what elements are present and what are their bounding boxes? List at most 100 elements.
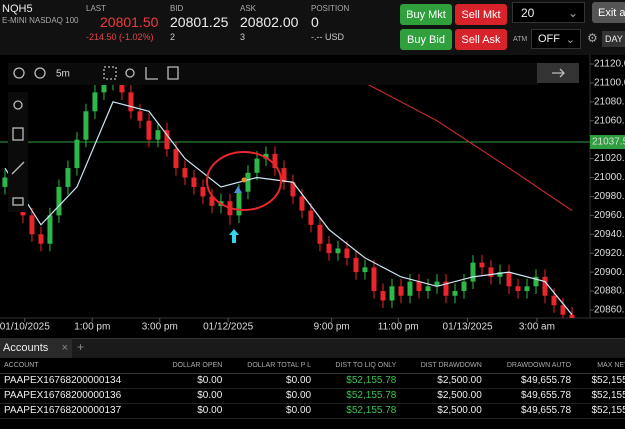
candle-body — [533, 276, 539, 287]
candle-body — [164, 130, 170, 150]
cell: $52,155.78 — [315, 373, 401, 389]
candle-body — [146, 120, 152, 140]
cell: $52,155.78 — [315, 388, 401, 404]
panel-header — [0, 338, 625, 358]
column-header: DIST DRAWDOWN — [400, 358, 486, 374]
column-header: ACCOUNT — [0, 358, 155, 374]
x-tick-label: 11:00 pm — [378, 322, 419, 333]
candle-body — [353, 257, 359, 273]
candle-body — [362, 267, 368, 273]
candle-body — [281, 168, 287, 183]
column-header: DRAWDOWN AUTO — [485, 358, 576, 374]
account-row[interactable]: PAAPEX16768200000137 $0.00 $0.00 $52,155.78… — [0, 403, 625, 419]
x-tick-label: 9:00 pm — [314, 322, 350, 333]
candle-body — [560, 305, 566, 315]
change: -214.50 (-1.02%) — [86, 32, 154, 42]
candle-body — [155, 130, 161, 140]
quantity[interactable]: 20 ⌄ — [512, 2, 585, 23]
y-tick-label: 21120.00 — [594, 59, 625, 70]
description: E-MINI NASDAQ 100 — [2, 16, 79, 25]
column-header: DOLLAR TOTAL P L — [226, 358, 316, 374]
candle-body — [137, 111, 143, 121]
position-value: -.-- USD — [311, 32, 344, 42]
cell: $52,155.7 — [575, 388, 625, 404]
atm-label: ATM — [513, 36, 528, 43]
price-label: 21037.50 — [592, 137, 625, 148]
candle-body — [254, 158, 260, 173]
cell: $2,500.00 — [400, 403, 486, 419]
interval[interactable]: 5m — [56, 69, 70, 80]
marker — [234, 186, 242, 193]
candle-body — [299, 196, 305, 211]
account-row[interactable]: PAAPEX16768200000134 $0.00 $0.00 $52,155.78… — [0, 373, 625, 389]
cell: $49,655.78 — [485, 373, 576, 389]
candle-body — [236, 191, 242, 216]
atm[interactable]: OFF ⌄ — [531, 29, 581, 49]
candle-body — [182, 168, 188, 178]
candle-body — [461, 281, 467, 292]
candle-body — [470, 262, 476, 282]
tab-label: Accounts — [3, 342, 49, 354]
cell: $2,500.00 — [400, 373, 486, 389]
account-row[interactable]: PAAPEX16768200000136 $0.00 $0.00 $52,155.78… — [0, 388, 625, 404]
candle-body — [191, 177, 197, 187]
candle-body — [434, 281, 440, 287]
add-tab[interactable]: + — [77, 340, 85, 354]
exit[interactable]: Exit a — [592, 2, 625, 23]
moving-average — [4, 101, 573, 316]
column-header: DOLLAR OPEN — [154, 358, 227, 374]
y-tick-label: 21060.00 — [594, 115, 625, 126]
candle-body — [326, 243, 332, 254]
symbol[interactable]: NQH5 — [2, 3, 33, 15]
candle-body — [56, 186, 62, 216]
drawing-tools — [8, 92, 28, 212]
cell: $52,155.7 — [575, 403, 625, 419]
candle-body — [263, 153, 269, 159]
y-tick-label: 21020.00 — [594, 153, 625, 164]
candle-body — [398, 286, 404, 296]
cell: $52,155.7 — [575, 373, 625, 389]
cell: $0.00 — [154, 373, 227, 389]
candle-body — [515, 286, 521, 292]
candle-body — [506, 272, 512, 287]
candle-body — [416, 281, 422, 292]
column-header: MAX NET LI — [575, 358, 625, 374]
buy-mkt[interactable]: Buy Mkt — [400, 4, 452, 25]
label: POSITION — [311, 4, 350, 13]
candle-body — [371, 267, 377, 292]
toolbar — [8, 63, 579, 85]
y-tick-label: 20920.00 — [594, 248, 625, 259]
x-tick-label: 1:00 pm — [74, 322, 110, 333]
candle-body — [452, 291, 458, 296]
cell: $0.00 — [226, 388, 316, 404]
settings-icon[interactable]: ⚙ — [587, 31, 598, 45]
candle-body — [524, 286, 530, 292]
candle-body — [272, 153, 278, 169]
cell: $0.00 — [154, 388, 227, 404]
candle-body — [101, 82, 107, 93]
sell-ask[interactable]: Sell Ask — [455, 29, 507, 50]
buy-bid[interactable]: Buy Bid — [400, 29, 452, 50]
sell-mkt[interactable]: Sell Mkt — [455, 4, 507, 25]
cell: $49,655.78 — [485, 403, 576, 419]
annotation-circle — [206, 151, 282, 211]
chart-bg — [0, 55, 625, 338]
candle-body — [308, 210, 314, 225]
x-tick-label: 3:00 am — [519, 322, 555, 333]
cell: $0.00 — [226, 373, 316, 389]
candle-body — [380, 291, 386, 301]
label: BID — [170, 4, 184, 13]
marker — [241, 177, 247, 183]
cell: PAAPEX16768200000134 — [0, 373, 155, 389]
candle-body — [479, 262, 485, 268]
position: 0 — [311, 14, 319, 30]
accounts-tab[interactable]: Accounts × — [0, 338, 72, 358]
candle-body — [200, 186, 206, 197]
candle-body — [47, 215, 53, 244]
bid-size: 2 — [170, 32, 176, 42]
tif[interactable]: DAY — [602, 31, 625, 47]
price-label-bg — [590, 135, 625, 150]
candle-body — [38, 234, 44, 244]
candle-body — [389, 286, 395, 301]
cell: PAAPEX16768200000137 — [0, 403, 155, 419]
